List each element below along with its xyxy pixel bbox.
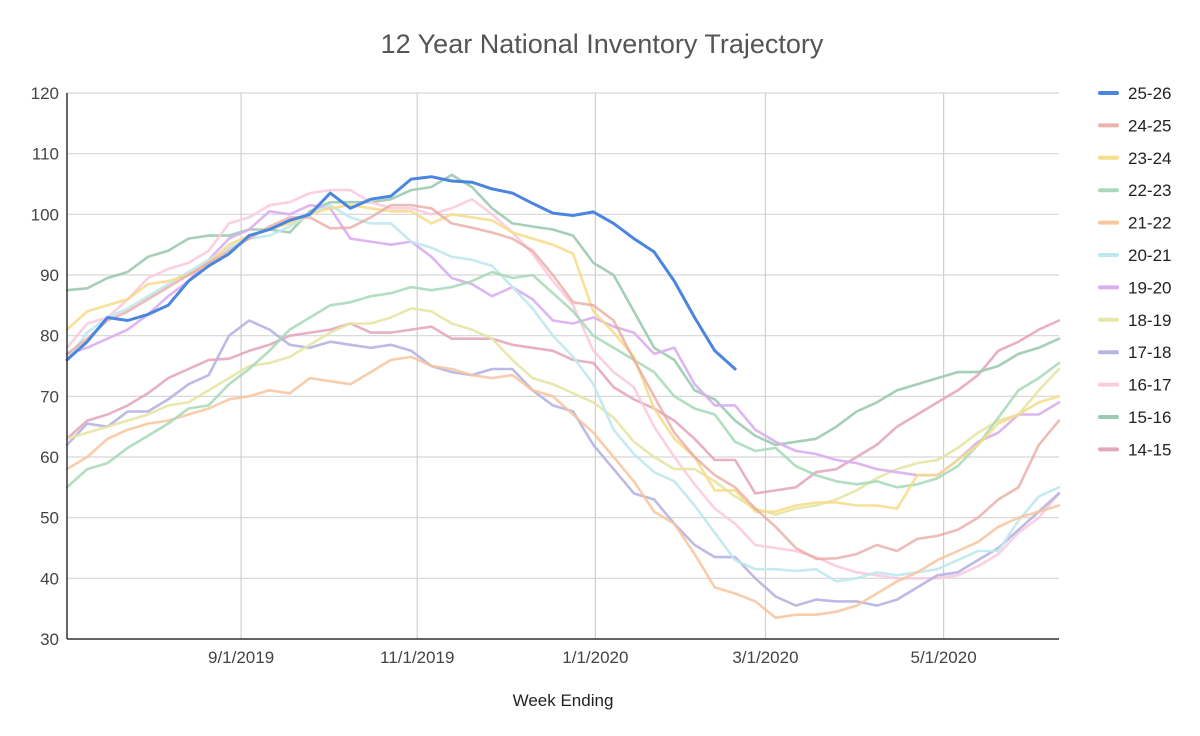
y-tick-label: 110 [32, 145, 59, 164]
series-line-15-16 [65, 173, 1061, 447]
series-line-25-26 [65, 175, 737, 371]
series-line-24-25 [65, 203, 1061, 561]
legend-label-23-24: 23-24 [1128, 149, 1171, 168]
y-tick-label: 30 [40, 630, 59, 649]
series-line-17-18 [65, 319, 1061, 607]
legend-label-24-25: 24-25 [1128, 116, 1171, 135]
x-tick-label: 5/1/2020 [911, 648, 977, 667]
y-tick-label: 60 [40, 448, 59, 467]
series-lines [65, 173, 1061, 620]
axes: 30 40 50 60 70 80 90 100 110 120 9/1/2019 11/1/2019… [31, 84, 1059, 667]
legend-label-16-17: 16-17 [1128, 376, 1171, 395]
series-line-20-21 [65, 203, 1061, 583]
series-line-18-19 [65, 307, 1061, 516]
series-line-22-23 [65, 270, 1061, 489]
series-line-16-17 [65, 188, 1061, 580]
x-tick-label: 9/1/2019 [208, 648, 274, 667]
legend-label-14-15: 14-15 [1128, 440, 1171, 459]
x-tick-label: 3/1/2020 [732, 648, 798, 667]
legend-label-18-19: 18-19 [1128, 311, 1171, 330]
gridlines [67, 92, 1059, 640]
x-tick-label: 1/1/2020 [562, 648, 628, 667]
series-line-23-24 [65, 203, 1061, 513]
y-tick-label: 80 [40, 327, 59, 346]
series-line-14-15 [65, 319, 1061, 495]
legend: 25-26 24-25 23-24 22-23 21-22 20-21 19-20 18-19… [1098, 84, 1171, 459]
chart-title: 12 Year National Inventory Trajectory [381, 29, 824, 59]
series-line-21-22 [65, 355, 1061, 620]
y-tick-label: 50 [40, 509, 59, 528]
y-tick-label: 90 [40, 266, 59, 285]
legend-label-21-22: 21-22 [1128, 214, 1171, 233]
legend-label-15-16: 15-16 [1128, 408, 1171, 427]
legend-label-20-21: 20-21 [1128, 246, 1171, 265]
legend-label-19-20: 19-20 [1128, 278, 1171, 297]
y-tick-label: 40 [40, 569, 59, 588]
x-tick-label: 11/1/2019 [380, 648, 454, 667]
y-tick-label: 100 [31, 205, 59, 224]
y-tick-label: 70 [40, 387, 59, 406]
legend-label-25-26: 25-26 [1128, 84, 1171, 103]
series-line-19-20 [65, 203, 1061, 477]
legend-label-22-23: 22-23 [1128, 181, 1171, 200]
legend-label-17-18: 17-18 [1128, 343, 1171, 362]
y-tick-label: 120 [31, 84, 59, 103]
x-axis-title: Week Ending [513, 691, 614, 710]
